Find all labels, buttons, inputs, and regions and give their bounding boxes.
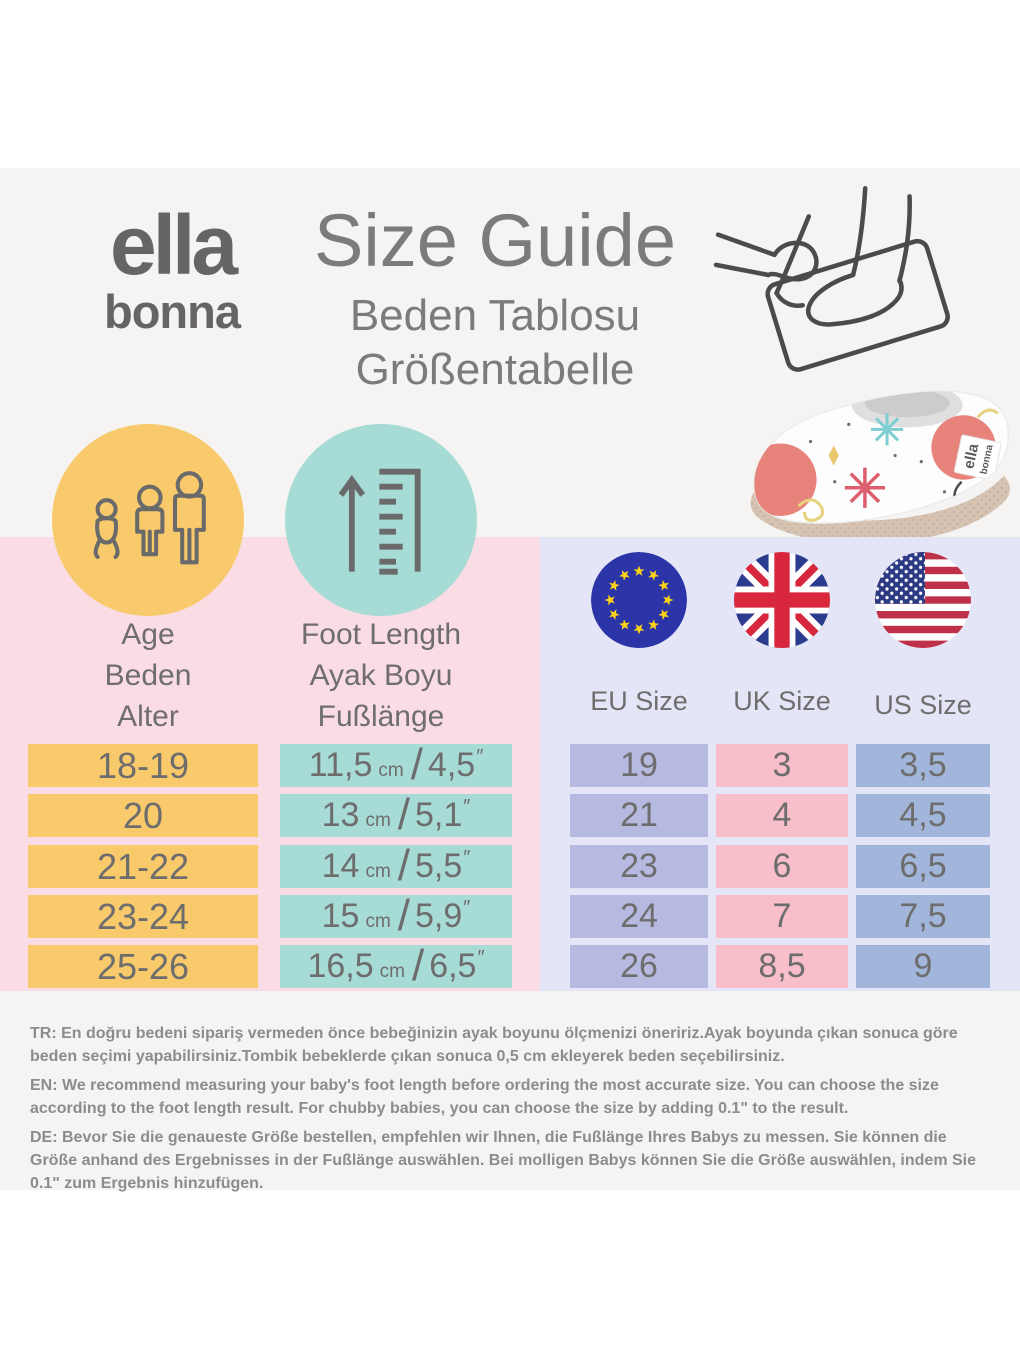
separator: /: [397, 840, 411, 890]
foot-tracing-icon: [713, 186, 950, 372]
inch-value: 5,1: [415, 796, 463, 834]
age-label-de: Alter: [117, 700, 179, 733]
balloon-print-left: [754, 443, 817, 516]
age-label-tr: Beden: [104, 659, 192, 692]
age-circle-badge: [52, 424, 244, 616]
us-size-cell: 3,5: [856, 744, 990, 787]
teal-starburst: [870, 413, 904, 446]
yellow-swirl-2: [976, 408, 999, 419]
yellow-sparkle: [828, 445, 839, 466]
foot-label-en: Foot Length: [300, 618, 462, 651]
note-turkish: TR: En doğru bedeni sipariş vermeden önc…: [30, 1025, 958, 1065]
foot-length-cell: 14 cm /5,5 ″: [280, 841, 512, 890]
inch-mark: ″: [463, 796, 471, 818]
age-label-en: Age: [121, 618, 175, 651]
brand-logo: ella bonna: [92, 198, 252, 338]
separator: /: [410, 739, 423, 789]
us-size-cell: 7,5: [856, 895, 990, 938]
page-title-block: Size Guide Beden Tablosu Größentabelle: [260, 202, 730, 396]
inch-value: 4,5: [427, 746, 476, 784]
foot-label-de: Fußlänge: [317, 700, 445, 733]
cm-unit: cm: [365, 910, 391, 932]
cm-unit: cm: [365, 809, 391, 831]
foot-length-cell: 15 cm /5,9 ″: [280, 891, 512, 940]
foot-length-circle-badge: [285, 424, 477, 616]
age-cell: 23-24: [28, 895, 258, 938]
inch-mark: ″: [476, 746, 484, 768]
foot-length-cell: 13 cm /5,1 ″: [280, 790, 512, 839]
people-growth-icon: [93, 471, 206, 565]
inch-mark: ″: [463, 847, 471, 869]
foot-label-tr: Ayak Boyu: [309, 659, 453, 692]
shoe-tag-text1: ella: [960, 442, 982, 471]
us-flag-icon: [875, 552, 971, 648]
inch-mark: ″: [463, 897, 471, 919]
us-size-cell: 4,5: [856, 794, 990, 837]
cm-value: 16,5: [307, 947, 374, 985]
separator: /: [397, 890, 411, 940]
brand-logo-line1: ella: [109, 198, 238, 292]
cm-unit: cm: [365, 860, 391, 882]
yellow-swirl: [797, 498, 825, 522]
age-cell: 20: [28, 794, 258, 837]
us-size-header: US Size: [874, 690, 972, 720]
cm-unit: cm: [378, 759, 404, 781]
eu-size-cell: 26: [570, 945, 708, 988]
uk-size-cell: 3: [716, 744, 848, 787]
page-title-turkish: Beden Tablosu: [349, 290, 641, 340]
inch-value: 5,5: [415, 847, 463, 885]
separator: /: [411, 940, 425, 990]
eu-flag-icon: [591, 552, 687, 648]
foot-length-cell: 16,5 cm /6,5 ″: [280, 941, 512, 990]
cm-value: 14: [321, 847, 360, 885]
eu-size-cell: 23: [570, 845, 708, 888]
cm-unit: cm: [379, 960, 405, 982]
cm-value: 15: [321, 897, 360, 935]
baby-shoe-photo: ella bonna: [750, 390, 1010, 544]
age-column-header: Age Beden Alter: [33, 614, 263, 737]
uk-size-cell: 7: [716, 895, 848, 938]
brand-logo-line2: bonna: [104, 284, 241, 338]
inch-value: 5,9: [415, 897, 463, 935]
eu-size-cell: 21: [570, 794, 708, 837]
age-cell: 25-26: [28, 945, 258, 988]
us-size-cell: 9: [856, 945, 990, 988]
uk-size-cell: 4: [716, 794, 848, 837]
page-title: Size Guide: [314, 199, 676, 282]
shoe-brand-tag: ella bonna: [953, 434, 1002, 481]
note-german: DE: Bevor Sie die genaueste Größe bestel…: [30, 1129, 977, 1192]
cm-value: 11,5: [308, 746, 373, 784]
cm-value: 13: [321, 796, 360, 834]
page-title-german: Größentabelle: [355, 344, 635, 394]
eu-size-cell: 24: [570, 895, 708, 938]
confetti-dots: [808, 422, 947, 494]
uk-size-header: UK Size: [733, 686, 831, 716]
us-size-cell: 6,5: [856, 845, 990, 888]
red-starburst: [844, 467, 886, 508]
uk-size-cell: 6: [716, 845, 848, 888]
eu-size-cell: 19: [570, 744, 708, 787]
eu-size-header: EU Size: [590, 686, 688, 716]
age-cell: 18-19: [28, 744, 258, 787]
uk-flag-icon: [734, 552, 830, 648]
uk-size-cell: 8,5: [716, 945, 848, 988]
ruler-icon: [338, 468, 421, 575]
foot-length-cell: 11,5 cm /4,5 ″: [280, 740, 512, 789]
foot-length-column-header: Foot Length Ayak Boyu Fußlänge: [266, 614, 496, 737]
inch-mark: ″: [477, 947, 485, 969]
age-cell: 21-22: [28, 845, 258, 888]
inch-value: 6,5: [429, 947, 477, 985]
note-english: EN: We recommend measuring your baby's f…: [30, 1077, 939, 1117]
separator: /: [397, 789, 411, 839]
